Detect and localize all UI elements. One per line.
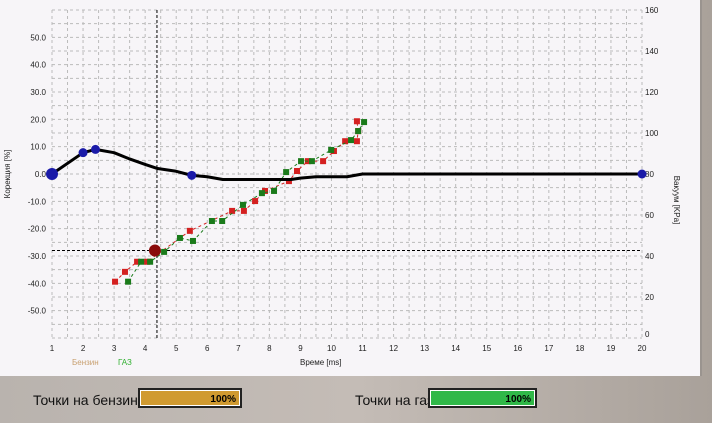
y2-tick-label: 120: [645, 88, 659, 97]
gas-point: [328, 146, 335, 153]
gas-point: [161, 248, 168, 255]
gas-points-bar: 100%: [428, 388, 537, 408]
y-tick-label: -50.0: [28, 307, 47, 316]
petrol-point: [121, 268, 128, 275]
y-tick-label: -30.0: [28, 252, 47, 261]
y-tick-label: -20.0: [28, 225, 47, 234]
x-tick-label: 13: [420, 344, 429, 353]
curve-control-point: [637, 169, 647, 179]
chart-area[interactable]: 1 2 3 4 5 6 7 8 9 10 11 12 13 14 15 16 17 18 19 20 50.0 40.0 3…: [0, 0, 702, 376]
gas-point: [239, 201, 246, 208]
petrol-point: [252, 198, 259, 205]
trend-line-0: [114, 121, 359, 283]
y-tick-label: 10.0: [30, 143, 46, 152]
gas-points-label: Точки на газ: [355, 392, 434, 408]
petrol-point: [353, 118, 360, 125]
gas-point: [147, 258, 154, 265]
petrol-point: [262, 187, 269, 194]
x-tick-label: 12: [389, 344, 398, 353]
y2-tick-label: 40: [645, 252, 654, 261]
x-tick-label: 10: [327, 344, 336, 353]
x-tick-label: 16: [513, 344, 522, 353]
gas-point: [348, 137, 355, 144]
x-tick-label: 6: [205, 344, 210, 353]
x-tick-label: 7: [236, 344, 241, 353]
x-tick-label: 17: [544, 344, 553, 353]
y-tick-label: -40.0: [28, 279, 47, 288]
curve-control-point: [187, 170, 197, 180]
gas-point: [208, 218, 215, 225]
correction-curve: [51, 147, 642, 181]
x-tick-label: 18: [575, 344, 584, 353]
gas-point: [361, 119, 368, 126]
petrol-point: [229, 207, 236, 214]
cursor-point: [148, 244, 161, 257]
petrol-point: [240, 207, 247, 214]
y-tick-label: 20.0: [30, 115, 46, 124]
gas-point: [283, 169, 290, 176]
x-tick-label: 5: [174, 344, 179, 353]
x-tick-label: 8: [267, 344, 272, 353]
gas-point: [138, 258, 145, 265]
petrol-points-bar: 100%: [138, 388, 242, 408]
x-tick-label: 20: [638, 344, 647, 353]
gas-point: [308, 158, 315, 165]
gas-point: [298, 158, 305, 165]
x-tick-label: 11: [358, 344, 367, 353]
gas-point: [189, 237, 196, 244]
x-tick-label: 14: [451, 344, 460, 353]
y-tick-label: -10.0: [28, 197, 47, 206]
y-tick-label: 30.0: [30, 88, 46, 97]
y2-axis-label: Вакуум [KPa]: [672, 176, 681, 225]
y-axis-label: Корекция [%]: [3, 150, 12, 199]
gas-point: [176, 234, 183, 241]
trend-line-1: [127, 121, 365, 282]
petrol-point: [353, 138, 360, 145]
y-tick-label: 40.0: [30, 61, 46, 70]
x-tick-label: 2: [81, 344, 86, 353]
y-tick-label: 50.0: [30, 33, 46, 42]
legend-petrol: Бензин: [72, 358, 99, 367]
petrol-point: [320, 158, 327, 165]
curve-control-point: [46, 168, 58, 180]
y2-tick-label: 100: [645, 129, 659, 138]
y2-tick-label: 60: [645, 211, 654, 220]
petrol-point: [294, 167, 301, 174]
gas-point: [355, 128, 362, 135]
y-tick-label: 0.0: [35, 170, 47, 179]
x-tick-label: 15: [482, 344, 491, 353]
curve-control-point: [90, 144, 100, 154]
x-tick-label: 4: [143, 344, 148, 353]
x-tick-label: 3: [112, 344, 117, 353]
x-axis-label: Време [ms]: [300, 358, 342, 367]
petrol-point: [112, 278, 119, 285]
legend-gas: ГАЗ: [118, 358, 132, 367]
y2-tick-label: 20: [645, 293, 654, 302]
y2-tick-label: 160: [645, 6, 659, 15]
gas-point: [125, 278, 132, 285]
gas-point: [271, 187, 278, 194]
x-tick-label: 19: [606, 344, 615, 353]
chart-svg[interactable]: 1 2 3 4 5 6 7 8 9 10 11 12 13 14 15 16 17 18 19 2050.040.03…: [0, 0, 700, 376]
petrol-points-label: Точки на бензин: [33, 392, 138, 408]
petrol-point: [186, 227, 193, 234]
gas-point: [219, 218, 226, 225]
curve-control-point: [78, 148, 88, 158]
y2-tick-label: 80: [645, 170, 654, 179]
x-tick-label: 9: [298, 344, 303, 353]
y2-tick-label: 140: [645, 47, 659, 56]
gas-point: [258, 190, 265, 197]
petrol-point: [285, 178, 292, 185]
petrol-point: [134, 258, 141, 265]
x-tick-label: 1: [50, 344, 55, 353]
y2-tick-label: 0: [645, 330, 650, 339]
petrol-point: [144, 258, 151, 265]
petrol-point: [342, 138, 349, 145]
